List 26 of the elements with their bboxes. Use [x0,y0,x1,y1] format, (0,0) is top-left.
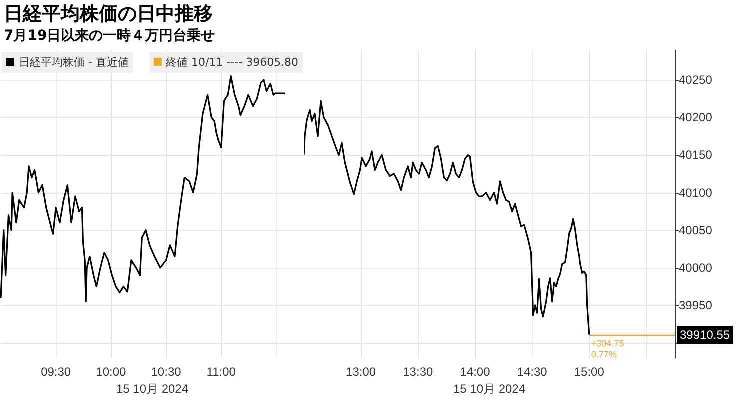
x-tick-label: 13:00 [346,365,376,380]
x-tick-label: 13:30 [403,365,434,380]
x-tick-label: 14:00 [460,365,491,380]
annotation: 終値 10/11 ---- 39605.80 [150,52,303,73]
line-series [304,100,590,336]
annotation: +304.75 [591,338,624,349]
x-tick-label: 09:30 [41,365,72,380]
x-tick-label: 11:00 [206,365,236,380]
y-tick-label: 40250 [679,73,713,88]
y-tick-label: 40050 [679,223,713,238]
y-tick-label: 39950 [679,298,713,312]
x-axis-title: 15 10月 2024 [453,382,526,396]
y-tick-label: 40200 [679,110,713,125]
x-axis-title: 15 10月 2024 [116,382,189,396]
x-tick-label: 10:00 [96,365,127,380]
y-tick-label: 40150 [679,148,713,162]
y-tick-label: 40100 [679,186,713,200]
y-tick-label: 40000 [679,260,713,275]
x-tick-label: 14:30 [517,365,548,380]
ref-line-label: 39910.55 [680,328,730,342]
legend-label: 日経平均株価 - 直近値 [19,56,129,69]
annotation: 0.77% [591,350,617,360]
chart-subtitle: 7月19日以来の一時４万円台乗せ [4,27,216,46]
chart-title: 日経平均株価の日中推移 [4,2,214,26]
x-tick-label: 15:00 [574,365,605,380]
x-tick-label: 10:30 [151,365,182,380]
